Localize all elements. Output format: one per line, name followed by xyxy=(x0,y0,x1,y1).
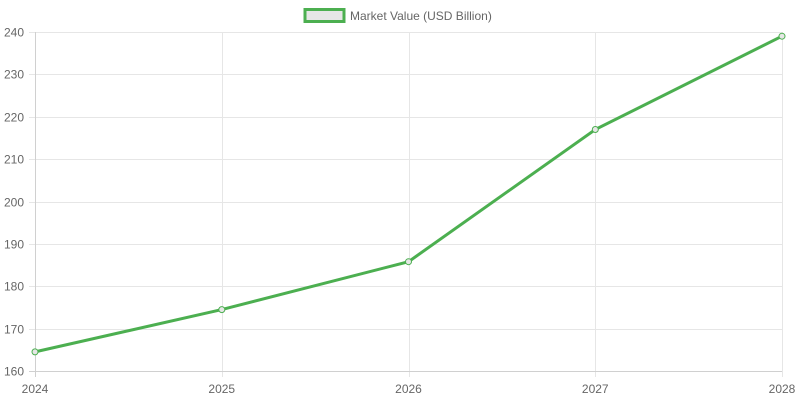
y-tick-label: 200 xyxy=(4,196,24,210)
x-tick-label: 2025 xyxy=(208,382,235,396)
y-tick-label: 170 xyxy=(4,323,24,337)
y-tick-label: 240 xyxy=(4,26,24,40)
y-tick-label: 210 xyxy=(4,153,24,167)
x-axis-tick-labels: 2024 2025 2026 2027 2028 xyxy=(22,382,796,396)
x-tick-label: 2026 xyxy=(395,382,422,396)
data-point[interactable] xyxy=(31,348,39,356)
data-point[interactable] xyxy=(405,258,412,266)
axes xyxy=(35,32,782,372)
y-tick-label: 230 xyxy=(4,68,24,82)
y-tick-label: 220 xyxy=(4,111,24,125)
data-point[interactable] xyxy=(778,32,786,40)
legend-swatch[interactable] xyxy=(303,8,346,23)
y-tick-label: 190 xyxy=(4,238,24,252)
y-tick-label: 180 xyxy=(4,280,24,294)
legend[interactable]: Market Value (USD Billion) xyxy=(303,8,492,23)
series-line xyxy=(34,34,783,354)
x-tick-label: 2028 xyxy=(769,382,796,396)
legend-label[interactable]: Market Value (USD Billion) xyxy=(350,9,492,23)
y-tick-label: 160 xyxy=(4,365,24,379)
x-tick-label: 2024 xyxy=(22,382,49,396)
y-axis-tick-labels: 160 170 180 190 200 210 220 230 240 xyxy=(4,26,24,379)
grid xyxy=(29,32,783,377)
x-tick-label: 2027 xyxy=(582,382,609,396)
data-point[interactable] xyxy=(591,126,599,133)
series-group xyxy=(31,32,786,356)
data-point[interactable] xyxy=(218,306,226,314)
